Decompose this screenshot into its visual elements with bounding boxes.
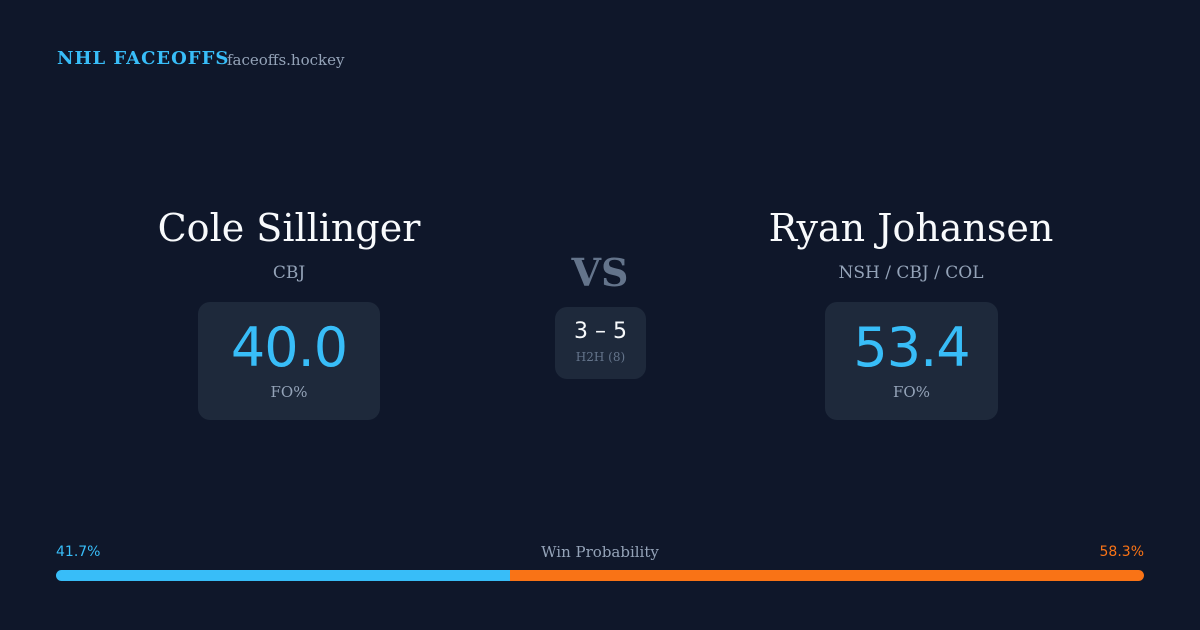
stat-value: 40.0 bbox=[230, 316, 348, 379]
brand: NHL FACEOFFS bbox=[57, 48, 230, 69]
left-bar bbox=[56, 570, 510, 581]
player-name: Cole Sillinger bbox=[157, 206, 421, 250]
stat-box: 40.0 FO% bbox=[198, 302, 380, 420]
h2h-score: 3 – 5 bbox=[574, 319, 627, 344]
right-probability: 58.3% bbox=[1099, 544, 1144, 560]
stat-label: FO% bbox=[893, 383, 930, 401]
site: faceoffs.hockey bbox=[227, 51, 345, 69]
stat-value: 53.4 bbox=[853, 316, 970, 379]
player-name: Ryan Johansen bbox=[768, 206, 1054, 250]
stat-label: FO% bbox=[270, 383, 308, 401]
h2h-label: H2H (8) bbox=[575, 350, 626, 364]
probability-title: Win Probability bbox=[541, 543, 659, 561]
stat-box: 53.4 FO% bbox=[825, 302, 998, 420]
h2h-box: 3 – 5 H2H (8) bbox=[555, 307, 646, 379]
right-bar bbox=[509, 570, 1144, 581]
vs-label: VS bbox=[571, 250, 629, 295]
player-team: NSH / CBJ / COL bbox=[838, 263, 984, 283]
left-probability: 41.7% bbox=[56, 544, 101, 560]
player-team: CBJ bbox=[272, 263, 306, 283]
